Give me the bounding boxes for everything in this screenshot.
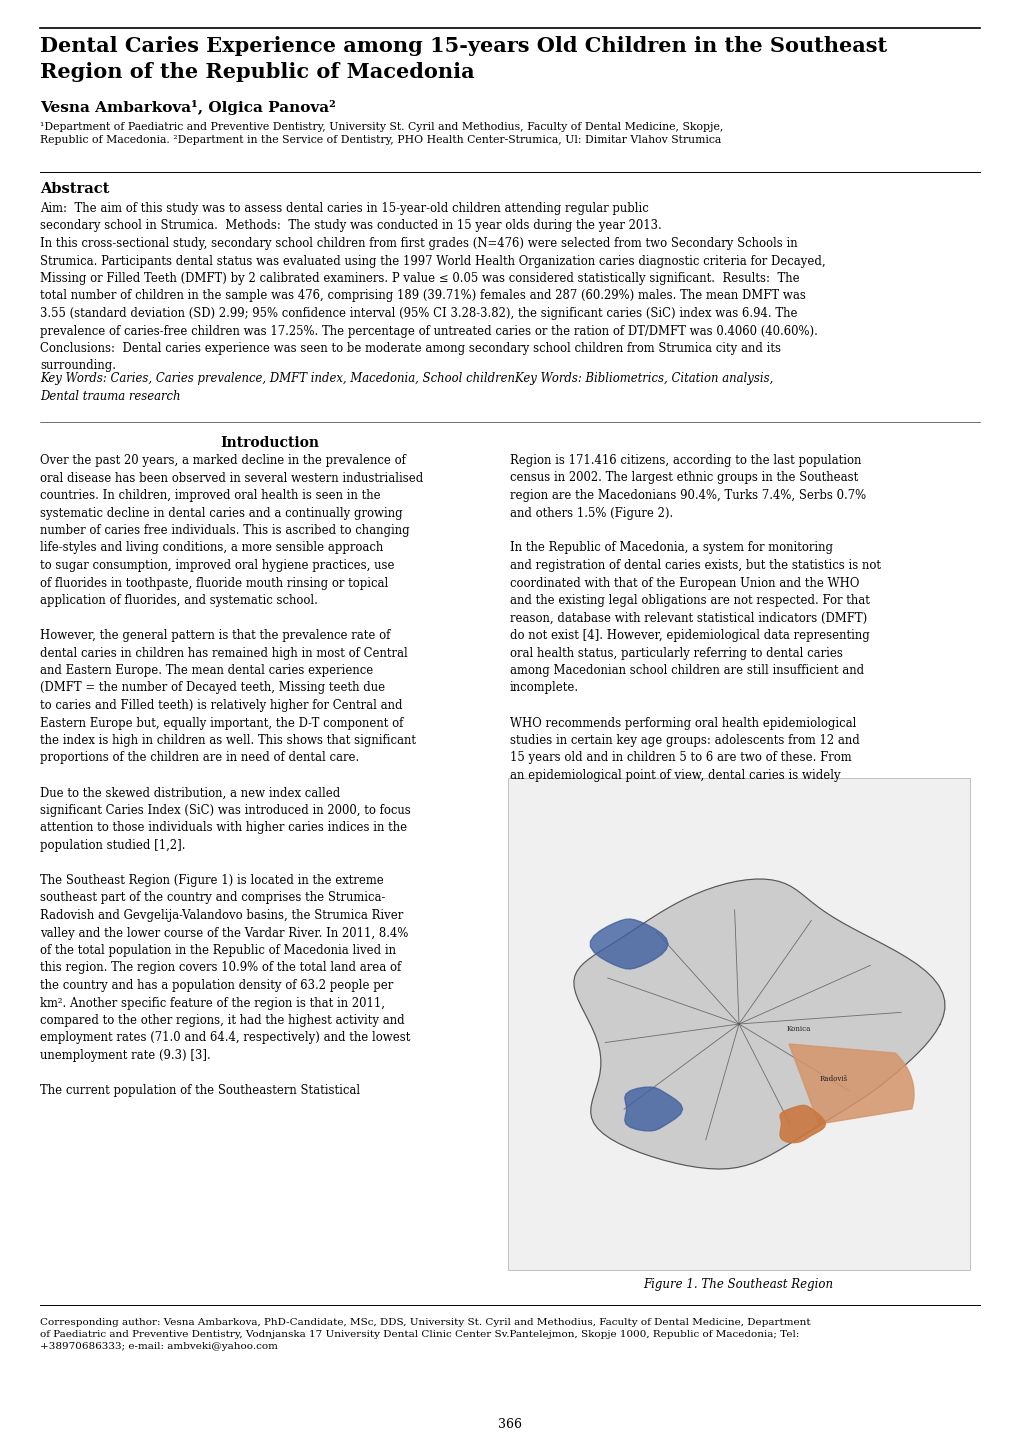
Text: Introduction: Introduction: [220, 435, 319, 450]
Bar: [507, 779, 969, 1270]
Text: Radoviš: Radoviš: [819, 1074, 847, 1083]
Text: Abstract: Abstract: [40, 182, 109, 196]
Polygon shape: [574, 880, 944, 1169]
Text: Region is 171.416 citizens, according to the last population
census in 2002. The: Region is 171.416 citizens, according to…: [510, 454, 880, 782]
Text: Corresponding author: Vesna Ambarkova, PhD-Candidate, MSc, DDS, University St. C: Corresponding author: Vesna Ambarkova, P…: [40, 1318, 810, 1351]
Text: 366: 366: [497, 1417, 522, 1430]
Polygon shape: [780, 1106, 824, 1142]
Text: Aim:  The aim of this study was to assess dental caries in 15-year-old children : Aim: The aim of this study was to assess…: [40, 202, 824, 372]
Text: Konica: Konica: [786, 1025, 810, 1032]
Text: Vesna Ambarkova¹, Olgica Panova²: Vesna Ambarkova¹, Olgica Panova²: [40, 99, 335, 115]
Text: ¹Department of Paediatric and Preventive Dentistry, University St. Cyril and Met: ¹Department of Paediatric and Preventive…: [40, 123, 722, 146]
Polygon shape: [789, 1044, 913, 1123]
Polygon shape: [624, 1087, 682, 1131]
Polygon shape: [590, 919, 667, 969]
Text: Dental Caries Experience among 15-years Old Children in the Southeast
Region of : Dental Caries Experience among 15-years …: [40, 36, 887, 82]
Text: Key Words: Caries, Caries prevalence, DMFT index, Macedonia, School childrenKey : Key Words: Caries, Caries prevalence, DM…: [40, 372, 772, 402]
Text: Over the past 20 years, a marked decline in the prevalence of
oral disease has b: Over the past 20 years, a marked decline…: [40, 454, 423, 1097]
Text: Figure 1. The Southeast Region: Figure 1. The Southeast Region: [642, 1278, 833, 1291]
